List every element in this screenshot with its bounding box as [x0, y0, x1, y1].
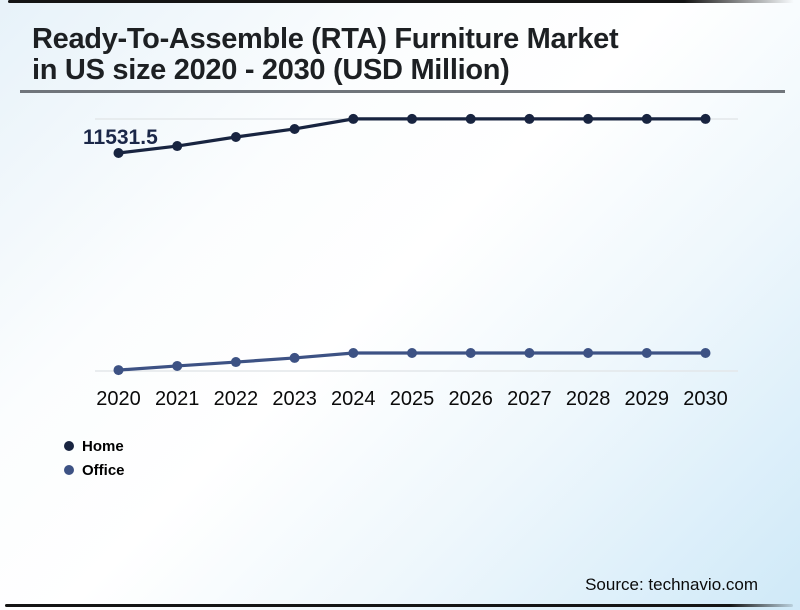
page-title: Ready-To-Assemble (RTA) Furniture Market… [32, 24, 762, 86]
x-axis-label-2024: 2024 [331, 388, 376, 410]
office-point-2020 [113, 365, 124, 376]
home-2020-data-label: 11531.5 [83, 126, 158, 149]
x-axis-label-2021: 2021 [154, 388, 200, 410]
x-axis-label-2028: 2028 [565, 388, 611, 410]
home-point-2025 [407, 113, 417, 124]
office-point-2022 [230, 357, 241, 368]
chart-legend: Home Office [64, 434, 125, 482]
bottom-border [5, 604, 793, 607]
page-title-line2: in US size 2020 - 2030 (USD Million) [32, 54, 510, 86]
office-series-line [118, 351, 706, 372]
x-axis: 2020 2021 2022 2023 2024 2025 2026 2027 2028 2029… [0, 388, 800, 412]
home-point-2029 [641, 113, 652, 124]
office-point-2026 [465, 348, 476, 359]
office-point-2030 [700, 348, 711, 359]
x-axis-label-2020: 2020 [96, 388, 141, 410]
office-point-2025 [407, 348, 417, 359]
title-underline [20, 90, 785, 93]
legend-label-home: Home [82, 437, 124, 455]
x-axis-label-2023: 2023 [272, 388, 317, 410]
home-point-2022 [230, 131, 241, 142]
home-point-2028 [583, 113, 594, 124]
x-axis-label-2030: 2030 [683, 388, 728, 410]
x-axis-label-2029: 2029 [624, 388, 670, 410]
legend-item-home: Home [64, 434, 125, 458]
office-point-2021 [172, 360, 183, 371]
legend-item-office: Office [64, 458, 125, 482]
home-point-2021 [172, 141, 183, 152]
office-point-2028 [583, 348, 594, 359]
home-point-2024 [348, 113, 359, 124]
source-attribution: Source: technavio.com [585, 575, 758, 594]
home-point-2023 [289, 123, 300, 134]
home-point-2027 [524, 113, 535, 124]
office-point-2027 [524, 348, 535, 359]
top-border [8, 0, 794, 3]
legend-label-office: Office [82, 461, 125, 479]
page-title-line1: Ready-To-Assemble (RTA) Furniture Market [32, 23, 619, 55]
x-axis-label-2025: 2025 [389, 388, 435, 410]
x-axis-label-2026: 2026 [448, 388, 493, 410]
home-series-line [118, 117, 706, 155]
x-axis-label-2027: 2027 [507, 388, 552, 410]
office-point-2023 [289, 352, 300, 363]
x-axis-label-2022: 2022 [213, 388, 259, 410]
office-point-2024 [348, 348, 359, 359]
home-point-2030 [700, 113, 711, 124]
office-series-dot-icon [64, 465, 74, 475]
home-point-2026 [465, 113, 476, 124]
home-series-dot-icon [64, 441, 74, 451]
office-point-2029 [641, 348, 652, 359]
